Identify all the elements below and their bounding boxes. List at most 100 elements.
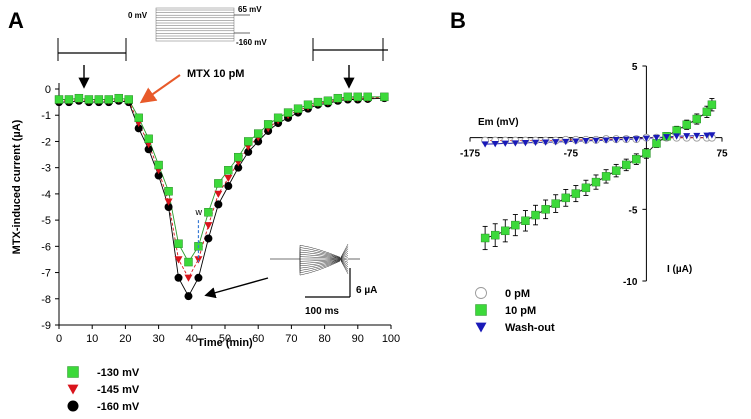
protocol-box	[155, 7, 235, 42]
series-160-point	[164, 203, 173, 211]
series-160-point	[184, 292, 193, 301]
series-10pm-point	[622, 160, 631, 170]
series-10pm-point	[707, 100, 717, 109]
legend-a-130-label: -130 mV	[97, 367, 140, 379]
panel-b-x-tick-label: 75	[716, 149, 728, 160]
series-washout-point	[632, 136, 640, 143]
series-130-point	[283, 108, 293, 117]
trace-right	[312, 38, 388, 61]
series-washout-point	[562, 138, 570, 146]
panel-a-legend: -130 mV -145 mV -160 mV	[67, 366, 140, 413]
series-washout-point	[532, 139, 540, 147]
series-130-point	[114, 93, 123, 103]
series-160-point	[144, 145, 153, 154]
current-trace-inset: 6 µA 100 ms	[204, 243, 377, 317]
protocol-bottom-label: -160 mV	[236, 38, 267, 47]
series-10pm-point	[611, 166, 621, 175]
series-145-point	[204, 222, 213, 230]
panel-a-x-tick-label: 20	[119, 333, 131, 345]
w-label: w	[194, 207, 202, 217]
series-washout-point	[481, 141, 489, 148]
series-washout-point	[622, 136, 630, 143]
series-130-point	[343, 92, 353, 102]
series-10pm-point	[702, 107, 712, 117]
series-10pm-point	[561, 193, 570, 203]
panel-a-x-tick-label: 60	[252, 333, 264, 345]
series-washout-point	[693, 132, 701, 140]
panel-b-letter: B	[450, 8, 466, 33]
em-label: Em (mV)	[478, 117, 519, 128]
panel-a-x-label: Time (min)	[197, 337, 253, 349]
legend-a-130-marker	[67, 366, 79, 378]
series-10pm-point	[682, 120, 691, 129]
series-160-point	[134, 124, 143, 133]
protocol-zero-label: 0 mV	[128, 11, 148, 20]
panel-b-y-tick-label: -10	[623, 277, 638, 288]
series-washout-point	[683, 133, 691, 140]
series-130-point	[84, 95, 94, 104]
legend-a-160-label: -160 mV	[97, 401, 140, 413]
series-10pm-point	[491, 230, 500, 240]
series-130-point	[64, 95, 74, 104]
series-160-point	[204, 234, 213, 243]
series-130-point	[134, 113, 143, 123]
series-130-point	[263, 120, 273, 129]
series-130-point	[124, 95, 133, 104]
series-washout-point	[501, 140, 509, 147]
panel-a-x-tick-label: 90	[352, 333, 364, 345]
series-10pm-point	[480, 233, 490, 243]
series-145-point	[164, 198, 173, 206]
panel-a-y-tick-label: 0	[45, 84, 51, 96]
panel-a-x-tick-label: 40	[186, 333, 198, 345]
series-washout-point	[652, 134, 660, 142]
legend-b-10pm-marker	[475, 304, 487, 316]
panel-a-letter: A	[8, 8, 24, 33]
series-10pm-point	[501, 226, 510, 236]
series-10pm-point	[511, 220, 520, 230]
series-10pm-point	[581, 183, 591, 193]
panel-a-x-tick-label: 10	[86, 333, 98, 345]
series-washout-point	[521, 140, 529, 147]
series-washout-point	[542, 139, 550, 146]
series-160-line	[59, 97, 385, 298]
series-130-point	[174, 239, 183, 248]
series-washout-point	[552, 139, 560, 146]
panel-a-y-tick-label: -1	[41, 110, 51, 122]
series-130-point	[380, 92, 389, 102]
panel-b-y-tick-label: -5	[628, 205, 637, 216]
series-130-point	[244, 137, 253, 146]
series-130-point	[323, 96, 333, 106]
panel-a-x-tick-label: 100	[382, 333, 400, 345]
legend-a-145-marker	[67, 384, 79, 395]
series-10pm-point	[632, 154, 641, 164]
scale-time-label: 100 ms	[305, 306, 339, 317]
panel-a-x-tick-label: 0	[56, 333, 62, 345]
series-10pm-point	[571, 189, 581, 198]
panel-a-x-tick-label: 80	[318, 333, 330, 345]
series-130-point	[273, 113, 283, 123]
legend-b-0pm-label: 0 pM	[505, 288, 530, 300]
series-washout-point	[582, 138, 590, 145]
series-washout-point	[673, 133, 681, 140]
series-130-point	[184, 257, 193, 267]
series-130-point	[234, 152, 243, 162]
panel-b-x-tick-label: -175	[460, 149, 480, 160]
panel-a-y-tick-label: -4	[41, 189, 51, 201]
series-0pm-line	[485, 137, 712, 141]
series-130-point	[253, 129, 263, 138]
mtx-annotation: MTX 10 pM	[187, 68, 244, 80]
series-160-point	[174, 273, 183, 282]
panel-a-y-tick-label: -6	[41, 241, 51, 253]
series-130-point	[94, 95, 104, 104]
series-160-point	[214, 200, 223, 209]
series-130-point	[224, 166, 233, 175]
series-10pm-point	[531, 210, 540, 220]
series-130-point	[214, 179, 223, 188]
series-10pm-point	[551, 199, 560, 208]
legend-a-160-marker	[67, 400, 79, 412]
protocol-top-label: 65 mV	[238, 5, 262, 14]
series-washout-point	[491, 141, 499, 148]
series-145-point	[214, 190, 223, 198]
trace-left	[57, 38, 127, 61]
series-145-point	[174, 256, 183, 264]
